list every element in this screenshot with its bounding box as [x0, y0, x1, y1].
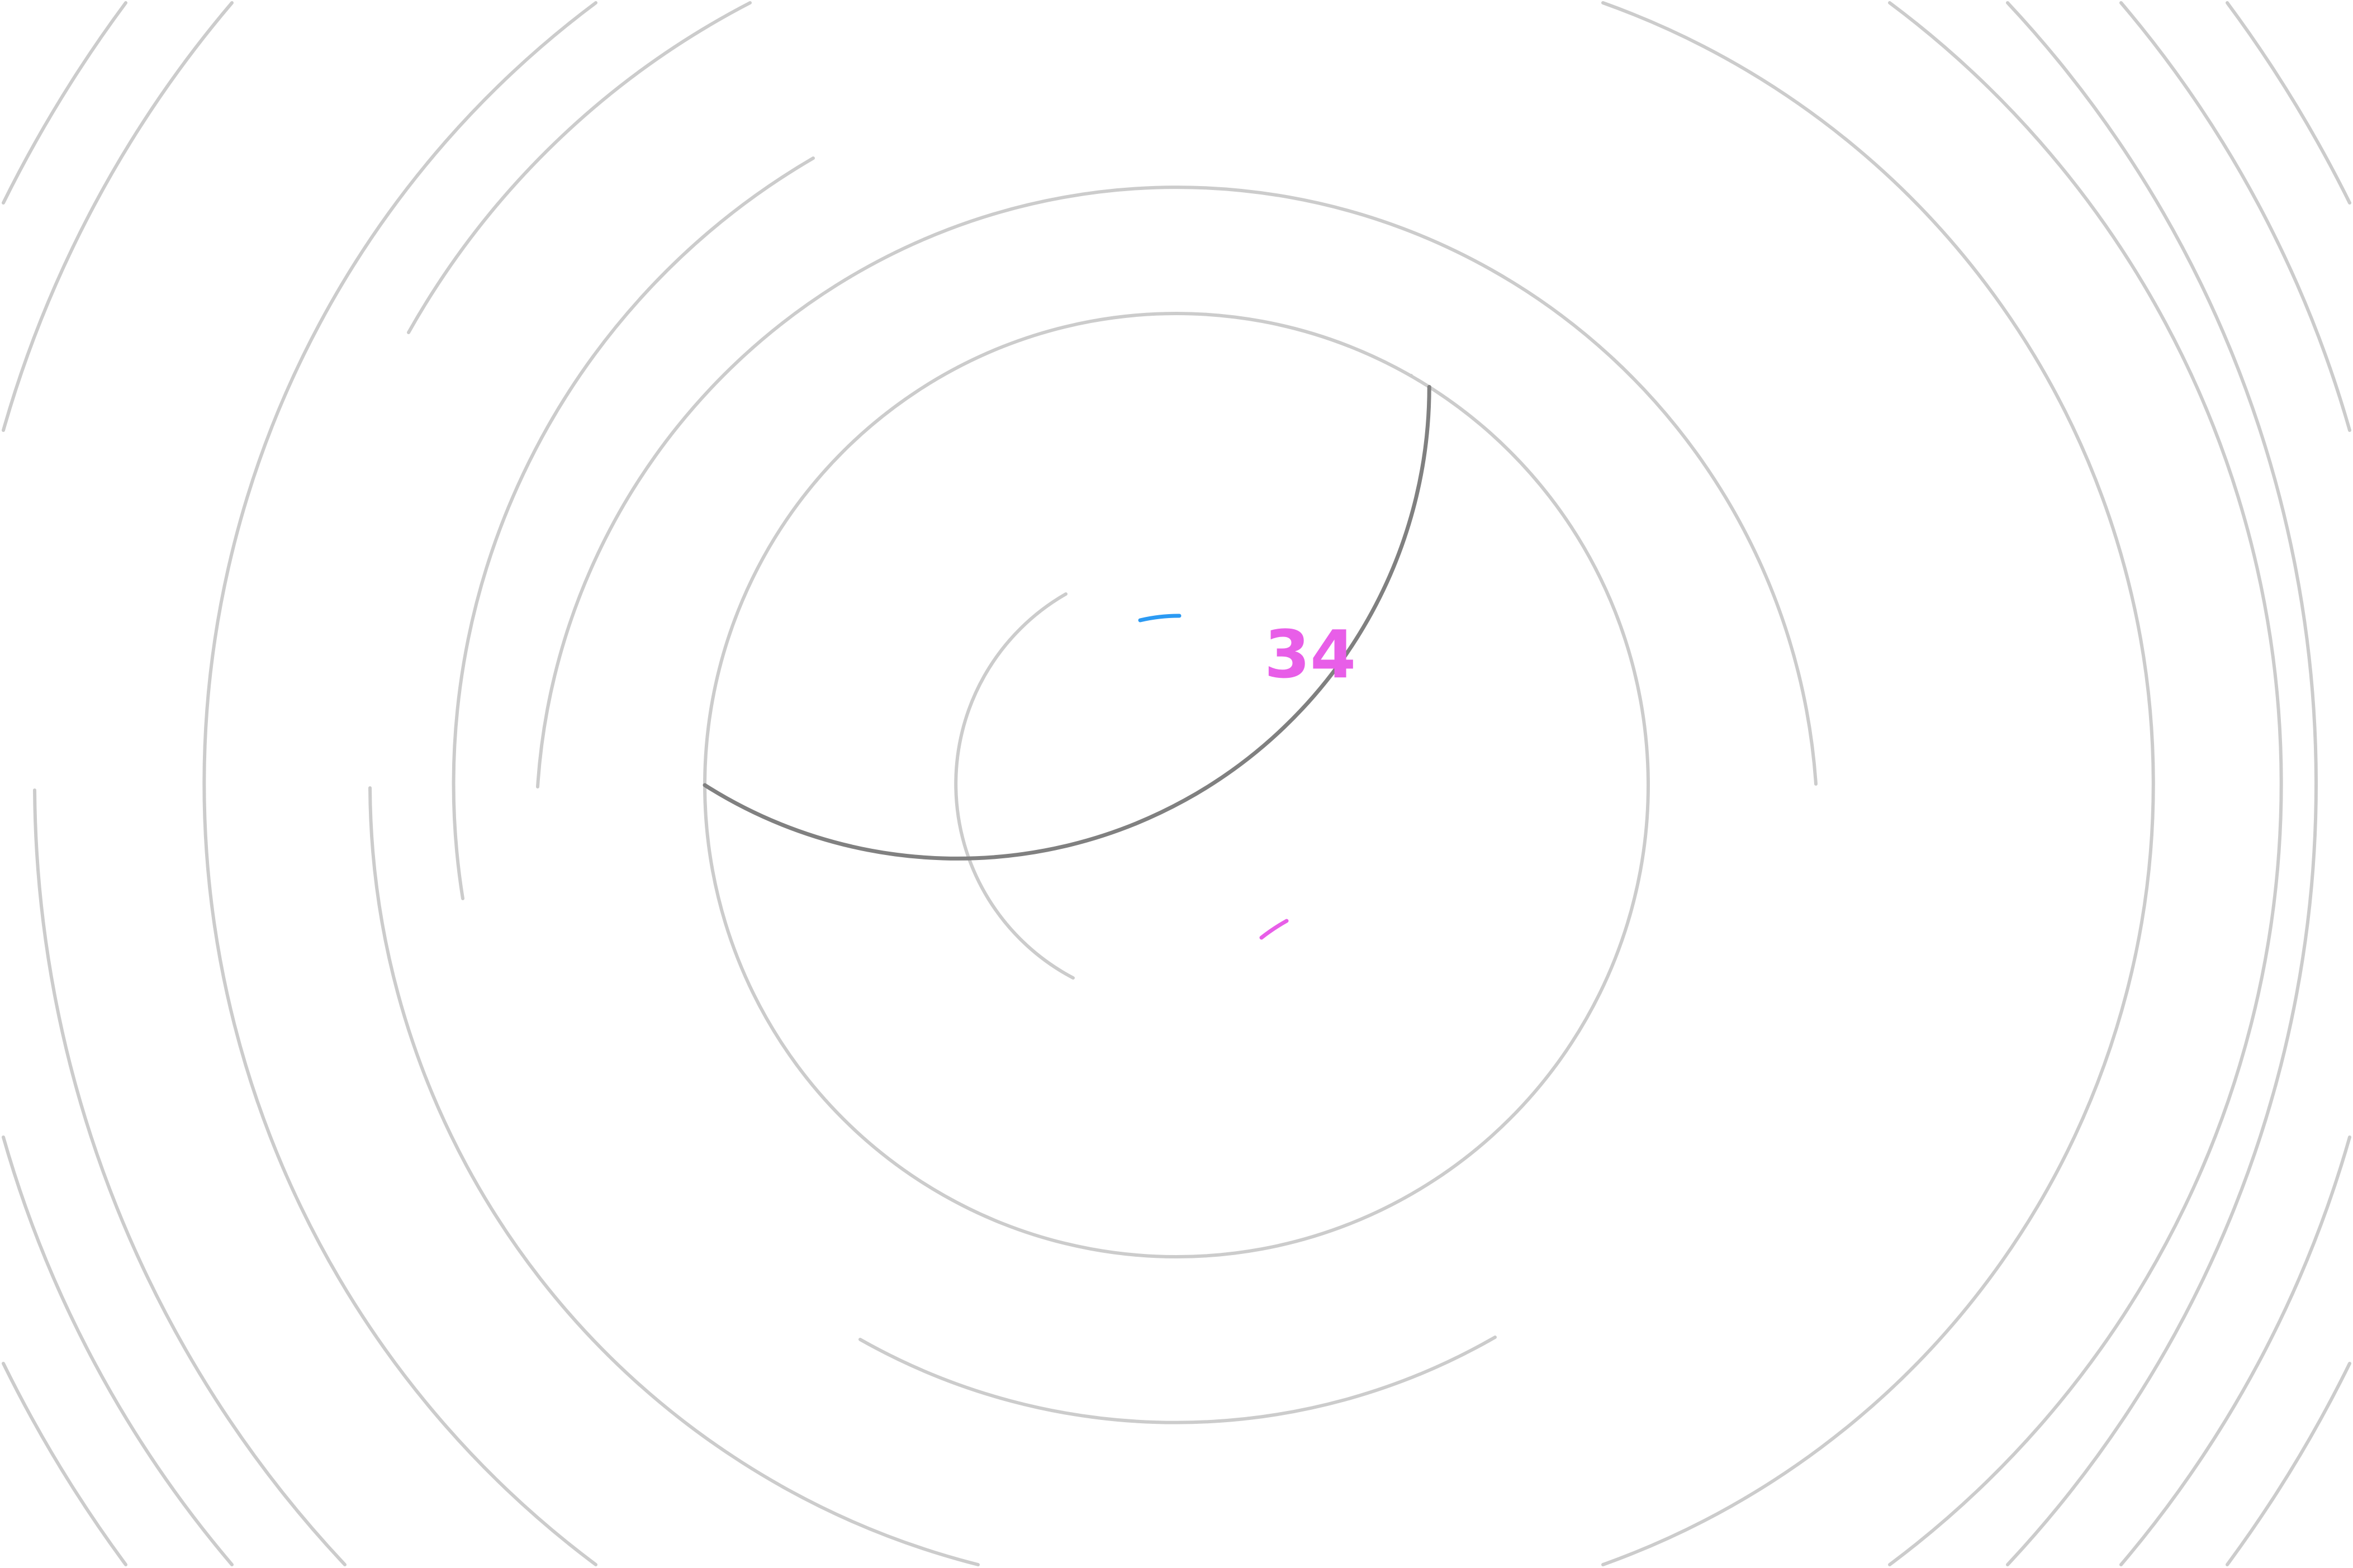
accent-tick-blue: [1138, 614, 1182, 623]
progress-arc: [703, 384, 1431, 861]
ring-arc: [2, 1, 127, 205]
ring-arc: [1601, 1, 2155, 1566]
accent-marks: [1138, 614, 1289, 940]
ring-arc: [2, 1, 234, 432]
ring-arc: [407, 1, 752, 334]
progress-counter-label: 34: [1264, 616, 1356, 693]
ring-arc: [2119, 1, 2351, 432]
ring-arc: [452, 156, 815, 900]
accent-tick-magenta: [1259, 919, 1289, 940]
ring-track: [703, 312, 1650, 1258]
ring-arc: [33, 788, 347, 1566]
ring-arc: [2119, 1135, 2351, 1566]
ring-arc: [2, 1362, 127, 1566]
progress-layer: [703, 384, 1431, 861]
ring-arc: [1888, 1, 2283, 1566]
ring-arc: [858, 1336, 1497, 1424]
ring-arc: [954, 592, 1075, 980]
ring-arc: [2006, 1, 2318, 1566]
ring-arc: [2226, 1, 2351, 205]
ring-arc: [368, 786, 980, 1566]
ring-arc: [2226, 1362, 2351, 1566]
ring-arc: [202, 1, 597, 1566]
ring-arc: [536, 186, 1818, 788]
ring-arc: [2, 1135, 234, 1566]
